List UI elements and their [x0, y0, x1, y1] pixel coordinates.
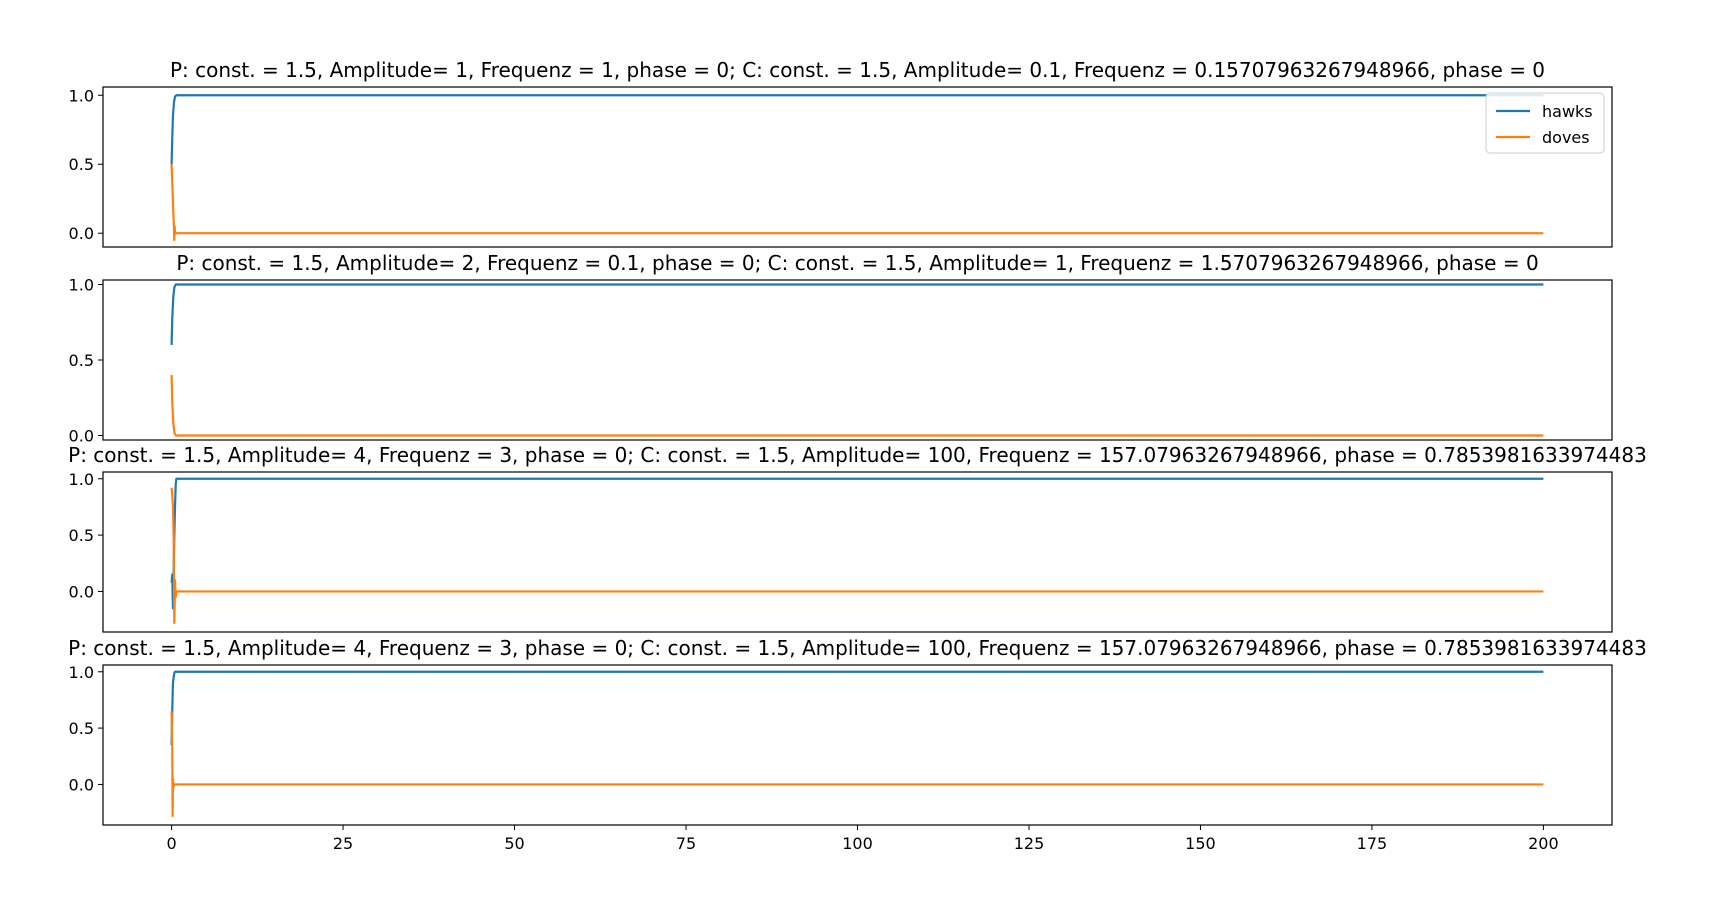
- series-line-hawks: [170, 94, 1544, 165]
- axes-frame: [102, 664, 1613, 826]
- y-tick-label: 1.0: [69, 663, 94, 682]
- axes-frame: [102, 471, 1613, 633]
- subplot-title: P: const. = 1.5, Amplitude= 4, Frequenz …: [68, 636, 1647, 660]
- y-tick-label: 1.0: [69, 86, 94, 105]
- legend-label-doves: doves: [1542, 128, 1590, 147]
- y-tick-label: 0.5: [69, 719, 94, 738]
- legend-label-hawks: hawks: [1542, 102, 1593, 121]
- x-tick-label: 200: [1528, 834, 1559, 853]
- x-tick-label: 150: [1185, 834, 1216, 853]
- y-tick-label: 0.0: [69, 224, 94, 243]
- y-tick-label: 0.0: [69, 582, 94, 601]
- y-tick-label: 0.5: [69, 351, 94, 370]
- subplot-title: P: const. = 1.5, Amplitude= 1, Frequenz …: [170, 58, 1545, 82]
- x-tick-label: 50: [504, 834, 524, 853]
- y-tick-label: 1.0: [69, 276, 94, 295]
- x-tick-label: 0: [166, 834, 176, 853]
- subplot-3: P: const. = 1.5, Amplitude= 4, Frequenz …: [68, 443, 1647, 633]
- series-line-hawks: [170, 670, 1544, 746]
- series-line-hawks: [170, 477, 1544, 610]
- y-tick-label: 0.0: [69, 775, 94, 794]
- series-line-doves: [170, 711, 1544, 818]
- x-tick-label: 75: [676, 834, 696, 853]
- x-tick-label: 100: [842, 834, 873, 853]
- subplot-2: P: const. = 1.5, Amplitude= 2, Frequenz …: [69, 251, 1613, 445]
- subplot-1: P: const. = 1.5, Amplitude= 1, Frequenz …: [69, 58, 1613, 248]
- x-tick-label: 25: [333, 834, 353, 853]
- x-tick-label: 125: [1014, 834, 1045, 853]
- series-line-doves: [170, 164, 1544, 242]
- series-line-doves: [170, 487, 1544, 625]
- series-line-doves: [170, 375, 1544, 437]
- axes-frame: [102, 279, 1613, 441]
- subplot-4: P: const. = 1.5, Amplitude= 4, Frequenz …: [68, 636, 1647, 853]
- subplot-title: P: const. = 1.5, Amplitude= 2, Frequenz …: [176, 251, 1538, 275]
- axes-frame: [102, 86, 1613, 248]
- y-tick-label: 1.0: [69, 470, 94, 489]
- y-tick-label: 0.5: [69, 155, 94, 174]
- y-tick-label: 0.5: [69, 526, 94, 545]
- subplot-title: P: const. = 1.5, Amplitude= 4, Frequenz …: [68, 443, 1647, 467]
- y-tick-label: 0.0: [69, 426, 94, 445]
- series-line-hawks: [170, 283, 1544, 345]
- legend: hawks doves: [1485, 92, 1605, 154]
- x-tick-label: 175: [1357, 834, 1388, 853]
